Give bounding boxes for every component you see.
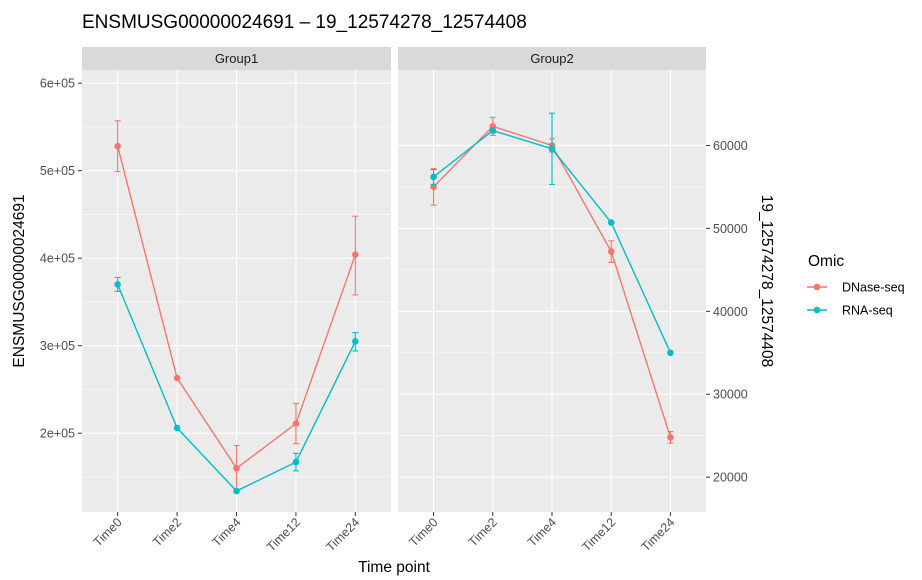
chart-title: ENSMUSG00000024691 – 19_12574278_1257440… xyxy=(82,12,527,33)
legend-key-point xyxy=(813,306,821,314)
facet-strip xyxy=(398,47,706,70)
data-point xyxy=(352,251,359,258)
right-y-tick-label: 40000 xyxy=(713,305,748,319)
data-point xyxy=(667,349,674,357)
left-y-tick-label: 3e+05 xyxy=(40,339,75,353)
legend-title: Omic xyxy=(808,253,844,270)
panel-group2: Group2 xyxy=(398,47,706,512)
right-y-tick-label: 30000 xyxy=(713,388,748,402)
data-point xyxy=(489,127,497,134)
data-point xyxy=(292,420,300,427)
facet-strip xyxy=(82,47,391,70)
x-tick-label: Time24 xyxy=(323,515,362,554)
x-axis-title: Time point xyxy=(358,559,430,576)
right-y-tick-label: 60000 xyxy=(713,139,748,153)
series-rna-seq xyxy=(430,112,674,357)
x-tick-label: Time2 xyxy=(150,515,184,549)
series-dnase-seq xyxy=(114,120,359,493)
legend-label: RNA-seq xyxy=(842,304,893,318)
legend: Omic DNase-seq RNA-seq xyxy=(807,253,905,318)
x-tick-label: Time0 xyxy=(407,515,441,549)
x-tick-label: Time24 xyxy=(639,515,678,554)
x-tick-label: Time12 xyxy=(579,515,618,554)
data-point xyxy=(352,338,359,345)
data-point xyxy=(548,145,556,153)
left-y-axis-title: ENSMUSG00000024691 xyxy=(11,194,28,367)
right-y-tick-label: 20000 xyxy=(713,471,748,485)
data-point xyxy=(292,458,300,466)
series-rna-seq xyxy=(114,276,359,495)
right-y-axis-title: 19_12574278_12574408 xyxy=(758,195,775,367)
data-point xyxy=(667,434,674,441)
x-tick-label: Time12 xyxy=(264,515,303,554)
x-tick-label: Time4 xyxy=(209,515,243,549)
x-tick-label: Time4 xyxy=(525,515,559,549)
left-y-tick-label: 4e+05 xyxy=(40,252,75,266)
legend-entry-dnase-seq: DNase-seq xyxy=(807,281,905,295)
data-point xyxy=(430,183,437,191)
panels: Group1 Group2 xyxy=(82,47,706,512)
data-point xyxy=(430,173,437,181)
facet-strip-label: Group2 xyxy=(530,51,573,66)
left-y-tick-label: 2e+05 xyxy=(40,427,75,441)
x-tick-label: Time0 xyxy=(91,515,125,549)
panel-group1: Group1 xyxy=(82,47,391,512)
left-y-tick-label: 5e+05 xyxy=(40,164,75,178)
legend-entry-rna-seq: RNA-seq xyxy=(807,304,893,318)
data-point xyxy=(173,374,181,382)
right-y-tick-label: 50000 xyxy=(713,222,748,236)
x-tick-label: Time2 xyxy=(466,515,500,549)
legend-key-point xyxy=(813,283,821,291)
data-point xyxy=(173,424,181,432)
left-y-tick-label: 6e+05 xyxy=(40,77,75,91)
data-point xyxy=(607,219,615,226)
data-point xyxy=(114,142,121,150)
data-point xyxy=(114,281,121,288)
data-point xyxy=(233,487,240,495)
data-point xyxy=(607,248,615,255)
facet-strip-label: Group1 xyxy=(215,51,258,66)
data-point xyxy=(233,464,240,472)
legend-label: DNase-seq xyxy=(842,281,905,295)
